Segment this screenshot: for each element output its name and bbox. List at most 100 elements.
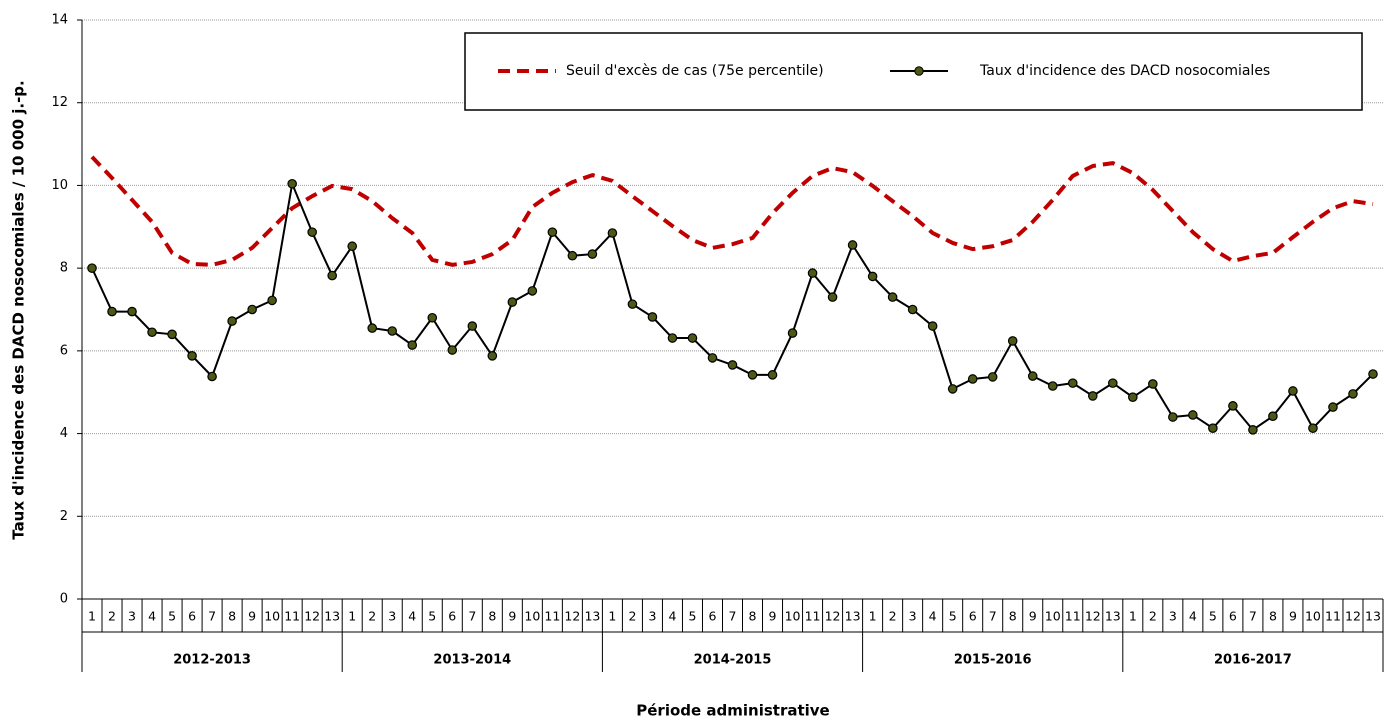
x-tick-label: 7 (1249, 609, 1257, 624)
x-tick-label: 13 (324, 609, 340, 624)
data-point (1248, 425, 1258, 435)
x-tick-label: 1 (1129, 609, 1137, 624)
x-tick-label: 3 (1169, 609, 1177, 624)
x-tick-label: 11 (1325, 609, 1341, 624)
data-point (207, 371, 217, 382)
data-point (1208, 423, 1218, 433)
data-point (1328, 402, 1338, 412)
data-point (527, 286, 538, 296)
data-point (1087, 391, 1098, 401)
data-point (807, 268, 818, 278)
x-tick-label: 8 (228, 609, 236, 624)
x-tick-label: 11 (284, 609, 300, 624)
data-point (947, 384, 958, 394)
x-tick-label: 2 (1149, 609, 1157, 624)
x-tick-label: 10 (1045, 609, 1061, 624)
y-tick-label: 6 (60, 343, 68, 358)
data-point (867, 271, 878, 282)
x-tick-label: 13 (1105, 609, 1121, 624)
data-point (1007, 336, 1018, 346)
x-tick-label: 1 (869, 609, 877, 624)
x-tick-label: 6 (448, 609, 456, 624)
data-point (1107, 378, 1118, 388)
x-tick-label: 4 (148, 609, 156, 624)
x-tick-label: 10 (524, 609, 540, 624)
data-point (507, 297, 518, 307)
x-tick-label: 10 (785, 609, 801, 624)
data-point (467, 321, 478, 331)
data-point (87, 263, 97, 273)
data-point (267, 295, 277, 306)
x-tick-label: 3 (128, 609, 136, 624)
x-tick-label: 11 (805, 609, 821, 624)
data-point (1368, 369, 1378, 379)
x-tick-label: 13 (584, 609, 600, 624)
y-tick-label: 8 (60, 261, 68, 276)
x-tick-label: 3 (388, 609, 396, 624)
data-point (1228, 401, 1238, 411)
data-point (407, 340, 418, 350)
x-tick-label: 5 (688, 609, 696, 624)
x-group-label: 2014-2015 (694, 653, 772, 668)
x-tick-label: 12 (1345, 609, 1361, 624)
y-tick-label: 14 (51, 13, 68, 28)
x-tick-label: 11 (544, 609, 560, 624)
data-point (567, 250, 578, 261)
x-tick-label: 1 (88, 609, 96, 624)
data-point (887, 292, 898, 302)
x-tick-label: 12 (564, 609, 580, 624)
data-point (307, 227, 317, 237)
data-point (707, 353, 718, 363)
data-point (187, 351, 197, 361)
data-point (967, 374, 978, 384)
x-tick-label: 3 (909, 609, 917, 624)
data-point (1268, 411, 1278, 422)
data-point (1168, 412, 1178, 422)
data-point (227, 316, 237, 326)
x-tick-label: 2 (628, 609, 636, 624)
data-point (907, 304, 918, 315)
x-group-label: 2012-2013 (173, 653, 251, 668)
x-tick-label: 2 (108, 609, 116, 624)
x-tick-label: 4 (1189, 609, 1197, 624)
data-point (747, 370, 758, 380)
data-point (487, 351, 498, 361)
x-tick-label: 12 (825, 609, 841, 624)
data-point (447, 345, 458, 355)
x-tick-label: 6 (1229, 609, 1237, 624)
y-tick-label: 10 (51, 178, 68, 193)
data-point (127, 306, 137, 317)
x-tick-label: 5 (168, 609, 176, 624)
legend: Seuil d'excès de cas (75e percentile) Tau… (464, 32, 1363, 111)
data-point (1067, 378, 1078, 388)
x-tick-label: 9 (1289, 609, 1297, 624)
x-tick-label: 2 (368, 609, 376, 624)
x-tick-label: 4 (408, 609, 416, 624)
data-point (167, 329, 177, 340)
data-point (727, 360, 738, 370)
y-tick-label: 12 (51, 95, 68, 110)
x-tick-label: 5 (1209, 609, 1217, 624)
x-tick-label: 9 (769, 609, 777, 624)
data-point (387, 326, 398, 336)
data-point (1128, 392, 1138, 402)
x-tick-label: 7 (468, 609, 476, 624)
data-point (987, 372, 998, 382)
x-tick-label: 8 (1009, 609, 1017, 624)
data-point (1047, 381, 1058, 391)
data-point (547, 227, 558, 237)
x-tick-label: 13 (1365, 609, 1381, 624)
data-point (627, 299, 638, 309)
data-point (327, 270, 337, 281)
x-tick-label: 13 (845, 609, 861, 624)
data-point (927, 321, 938, 331)
data-point (587, 249, 598, 259)
x-tick-label: 7 (729, 609, 737, 624)
x-group-label: 2015-2016 (954, 653, 1032, 668)
data-point (827, 292, 838, 302)
legend-marker (914, 66, 924, 76)
data-point (687, 333, 698, 343)
x-tick-label: 4 (929, 609, 937, 624)
data-point (247, 304, 257, 315)
x-tick-label: 5 (428, 609, 436, 624)
